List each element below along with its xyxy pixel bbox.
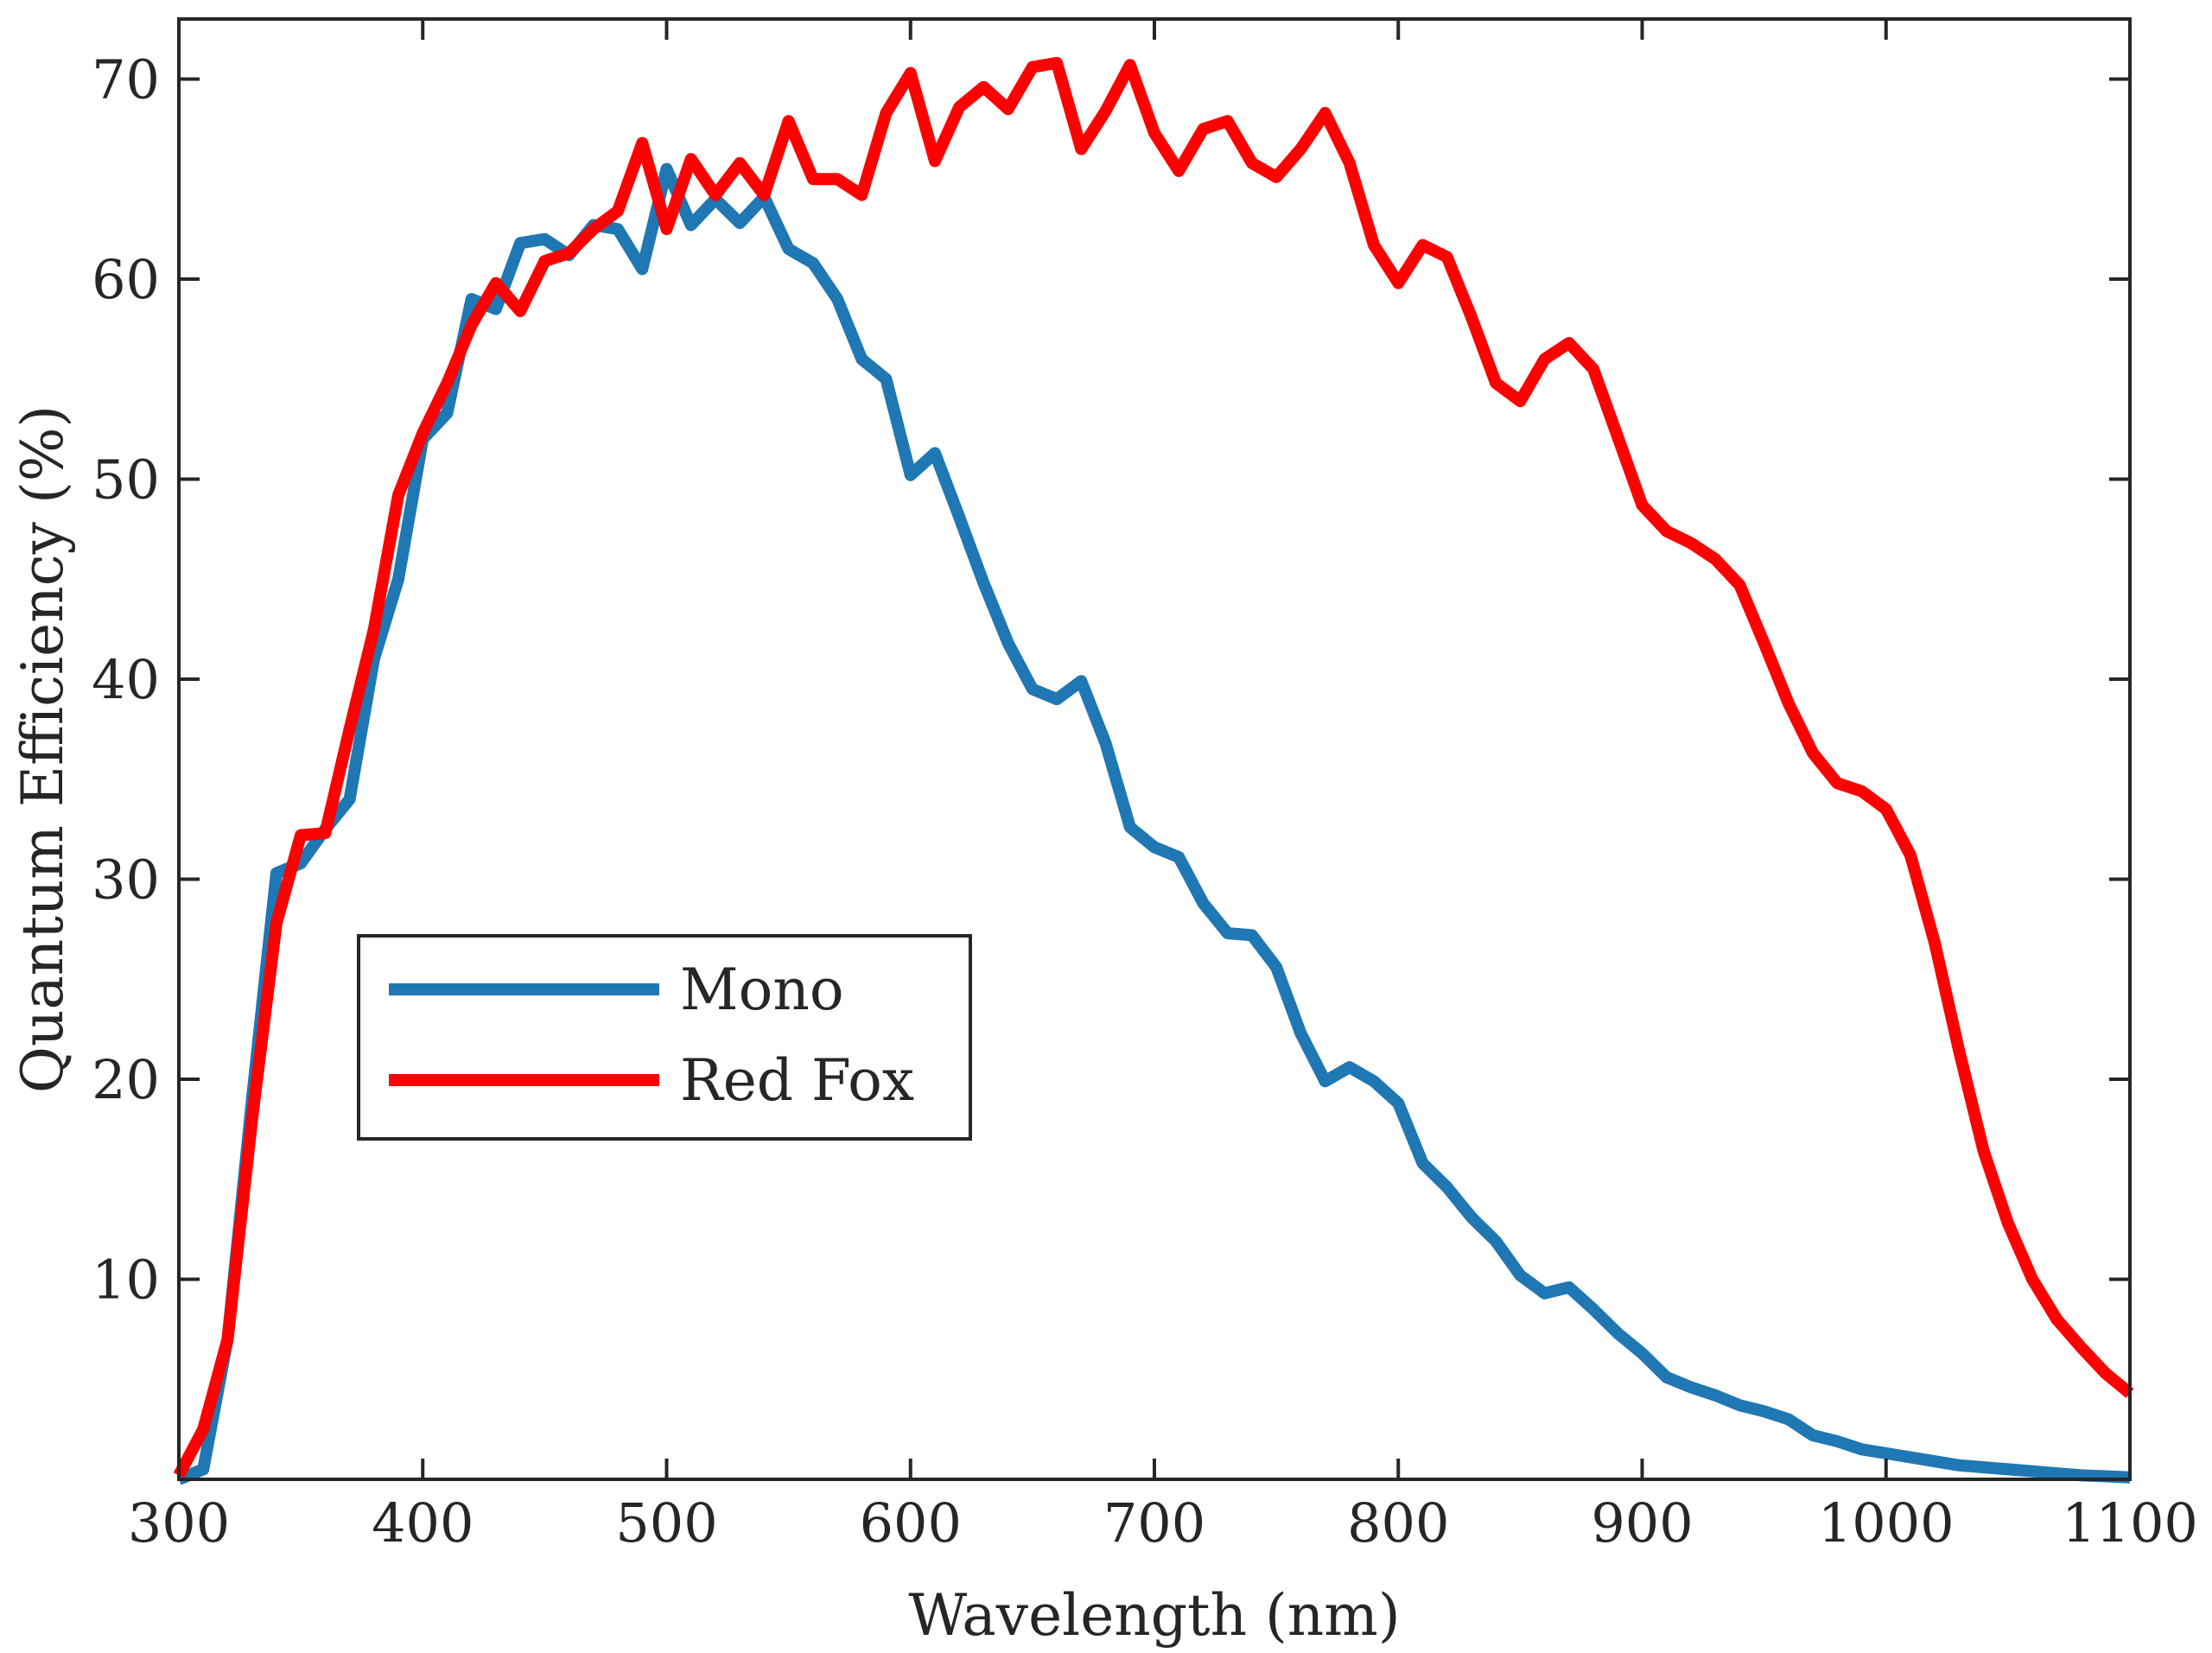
y-tick-label: 40 <box>92 648 160 711</box>
x-axis-label: Wavelength (nm) <box>908 1582 1400 1649</box>
x-tick-label: 1100 <box>2062 1491 2198 1554</box>
legend-box <box>357 934 972 1141</box>
legend-label-red-fox: Red Fox <box>680 1047 914 1114</box>
y-axis-label: Quantum Efficiency (%) <box>10 405 76 1093</box>
tick-layer: 300 400 500 600 700 800 900 1000 1100 10 20 30 40 50 6… <box>92 19 2198 1554</box>
x-tick-label: 900 <box>1591 1491 1693 1554</box>
x-tick-label: 1000 <box>1818 1491 1955 1554</box>
x-tick-label: 400 <box>372 1491 474 1554</box>
series-layer <box>173 56 2134 1485</box>
y-tick-label: 10 <box>92 1248 160 1311</box>
legend: Mono Red Fox <box>357 934 972 1141</box>
y-tick-label: 70 <box>92 48 160 111</box>
x-tick-label: 600 <box>860 1491 962 1554</box>
series-line-red-fox <box>173 56 2134 1478</box>
y-tick-label: 30 <box>92 848 160 911</box>
x-tick-label: 700 <box>1103 1491 1205 1554</box>
y-tick-label: 20 <box>92 1048 160 1111</box>
legend-label-mono: Mono <box>680 957 844 1023</box>
x-tick-label: 500 <box>615 1491 717 1554</box>
y-tick-label: 60 <box>92 248 160 311</box>
x-tick-label: 800 <box>1347 1491 1449 1554</box>
y-tick-label: 50 <box>92 448 160 511</box>
x-tick-label: 300 <box>128 1491 230 1554</box>
